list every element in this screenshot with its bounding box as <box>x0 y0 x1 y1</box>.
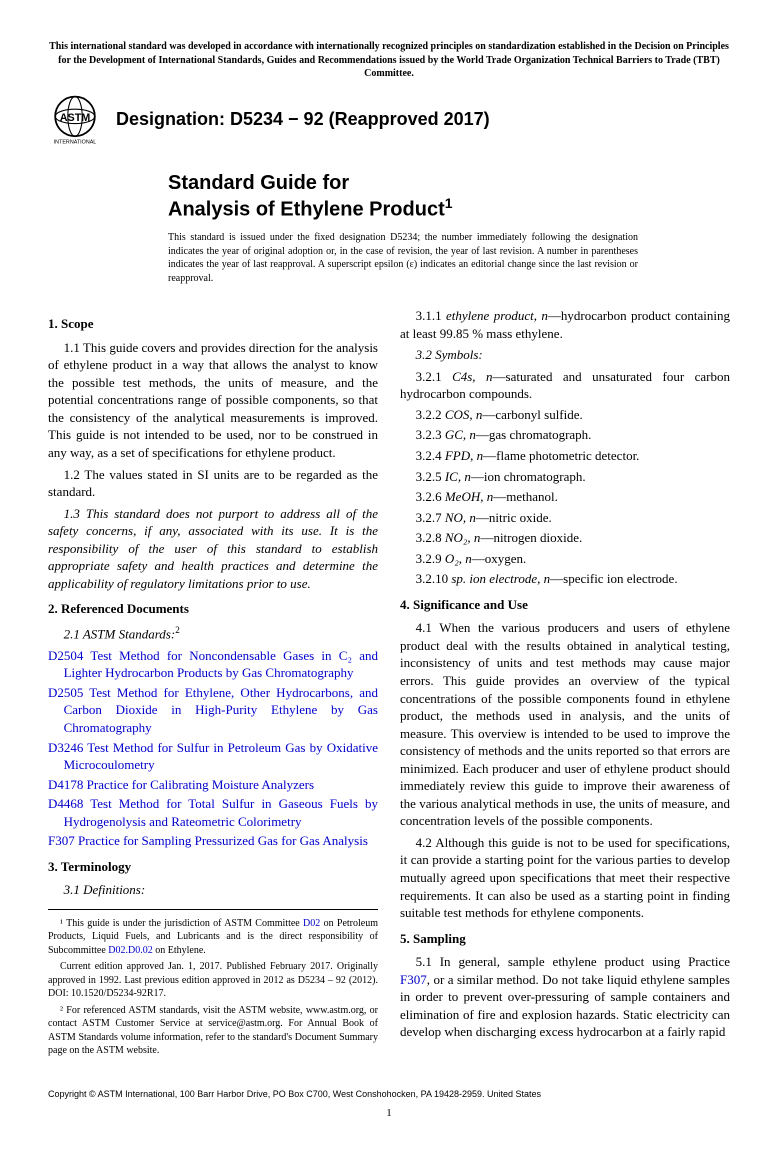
ref-item[interactable]: D4468 Test Method for Total Sulfur in Ga… <box>64 795 378 830</box>
svg-text:INTERNATIONAL: INTERNATIONAL <box>54 139 97 145</box>
symbol-line: 3.2.4 FPD, n—flame photometric detector. <box>400 447 730 465</box>
issuance-note: This standard is issued under the fixed … <box>168 231 638 285</box>
ref-list: D2504 Test Method for Noncondensable Gas… <box>48 647 378 850</box>
symbol-line: 3.2.5 IC, n—ion chromatograph. <box>400 468 730 486</box>
ref-item[interactable]: D2505 Test Method for Ethylene, Other Hy… <box>64 684 378 737</box>
sig-4-1: 4.1 When the various producers and users… <box>400 619 730 830</box>
footnote-link[interactable]: D02 <box>303 918 320 929</box>
astm-logo: ASTM INTERNATIONAL <box>48 93 102 147</box>
symbol-line: 3.2.2 COS, n—carbonyl sulfide. <box>400 406 730 424</box>
scope-1-1: 1.1 This guide covers and provides direc… <box>48 339 378 462</box>
symbol-line: 3.2.8 NO₂, n—nitrogen dioxide. <box>400 529 730 547</box>
body-columns: 1. Scope 1.1 This guide covers and provi… <box>48 307 730 1058</box>
page-number: 1 <box>48 1106 730 1121</box>
inline-ref-link[interactable]: F307 <box>400 972 427 987</box>
significance-heading: 4. Significance and Use <box>400 596 730 614</box>
title-line1: Standard Guide for <box>168 172 349 194</box>
ref-item[interactable]: F307 Practice for Sampling Pressurized G… <box>64 832 378 850</box>
footnote-2: ² For referenced ASTM standards, visit t… <box>48 1004 378 1058</box>
title-line2: Analysis of Ethylene Product <box>168 198 445 220</box>
symbol-line: 3.2.6 MeOH, n—methanol. <box>400 488 730 506</box>
scope-heading: 1. Scope <box>48 315 378 333</box>
def-3-1-1: 3.1.1 ethylene product, n—hydrocarbon pr… <box>400 307 730 342</box>
title-block: Standard Guide for Analysis of Ethylene … <box>168 171 730 222</box>
top-banner: This international standard was develope… <box>48 40 730 81</box>
symbol-line: 3.2.10 sp. ion electrode, n—specific ion… <box>400 570 730 588</box>
footnote-1b: Current edition approved Jan. 1, 2017. P… <box>48 960 378 1001</box>
symbol-line: 3.2.3 GC, n—gas chromatograph. <box>400 426 730 444</box>
definitions-sub: 3.1 Definitions: <box>48 881 378 899</box>
refdocs-sub: 2.1 ASTM Standards:2 <box>48 624 378 643</box>
ref-item[interactable]: D3246 Test Method for Sulfur in Petroleu… <box>64 739 378 774</box>
copyright: Copyright © ASTM International, 100 Barr… <box>48 1088 730 1100</box>
title-footnote-ref: 1 <box>445 195 453 211</box>
symbol-line: 3.2.7 NO, n—nitric oxide. <box>400 509 730 527</box>
header: ASTM INTERNATIONAL Designation: D5234 − … <box>48 93 730 147</box>
symbol-line: 3.2.1 C4s, n—saturated and unsaturated f… <box>400 368 730 403</box>
scope-1-2: 1.2 The values stated in SI units are to… <box>48 466 378 501</box>
footnotes: ¹ This guide is under the jurisdiction o… <box>48 909 378 1058</box>
footnote-1: ¹ This guide is under the jurisdiction o… <box>48 917 378 958</box>
scope-1-3: 1.3 This standard does not purport to ad… <box>48 505 378 593</box>
refdocs-heading: 2. Referenced Documents <box>48 600 378 618</box>
terminology-heading: 3. Terminology <box>48 858 378 876</box>
sig-4-2: 4.2 Although this guide is not to be use… <box>400 834 730 922</box>
footnote-link[interactable]: D02.D0.02 <box>108 945 152 956</box>
ref-item[interactable]: D4178 Practice for Calibrating Moisture … <box>64 776 378 794</box>
symbols-sub: 3.2 Symbols: <box>400 346 730 364</box>
svg-text:ASTM: ASTM <box>60 111 91 123</box>
symbol-line: 3.2.9 O₂, n—oxygen. <box>400 550 730 568</box>
sampling-heading: 5. Sampling <box>400 930 730 948</box>
samp-5-1: 5.1 In general, sample ethylene product … <box>400 953 730 1041</box>
designation: Designation: D5234 − 92 (Reapproved 2017… <box>116 107 490 131</box>
ref-item[interactable]: D2504 Test Method for Noncondensable Gas… <box>64 647 378 682</box>
